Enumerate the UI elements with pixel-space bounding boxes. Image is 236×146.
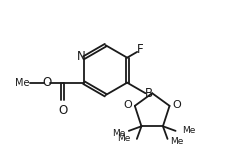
Text: O: O <box>43 76 52 89</box>
Text: Me: Me <box>170 137 184 146</box>
Text: N: N <box>77 50 85 63</box>
Text: Me: Me <box>117 134 130 143</box>
Text: Me: Me <box>182 126 196 135</box>
Text: O: O <box>123 100 132 110</box>
Text: O: O <box>173 100 181 110</box>
Text: Me: Me <box>15 78 29 88</box>
Text: F: F <box>137 44 144 57</box>
Text: B: B <box>145 87 153 100</box>
Text: O: O <box>58 104 67 117</box>
Text: Me: Me <box>113 129 126 138</box>
